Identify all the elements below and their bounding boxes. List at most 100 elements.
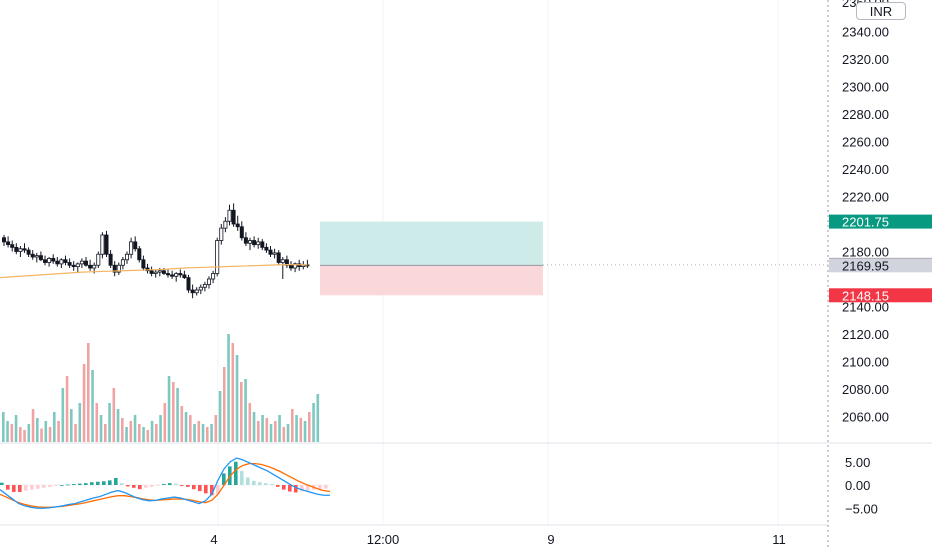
position-tool[interactable] [320,221,828,296]
volume-bar [155,424,158,442]
candle-body [235,223,240,228]
volume-bar [235,355,239,442]
candle-body [268,249,273,255]
macd-histogram-bar [60,485,64,486]
candle-body [252,240,257,246]
entry-marker-label: 2169.95 [842,258,889,273]
volume-bar [6,421,9,442]
candle-body [133,241,138,250]
candle-body [190,289,195,294]
price-tick-label: 2240.00 [842,162,889,177]
volume-bar [78,403,82,442]
price-tick-label: 2120.00 [842,327,889,342]
volume-bar [261,415,264,442]
macd-tick-label: 5.00 [845,455,870,470]
candle-body [137,248,142,261]
volume-bar [240,382,243,442]
macd-histogram-bar [24,485,28,491]
price-tick-label: 2260.00 [842,135,889,150]
time-tick-label: 9 [547,532,554,547]
macd-histogram-bar [66,484,70,486]
candle-body [182,274,187,279]
macd-tick-label: 0.00 [845,478,870,493]
volume-bar [82,364,86,442]
volume-bar [265,418,269,442]
volume-bar [201,424,205,442]
macd-histogram-bar [132,485,136,488]
volume-bar [218,391,222,442]
currency-badge[interactable]: INR [856,2,906,20]
volume-bar [65,376,69,442]
volume-bar [95,403,99,442]
volume-bar [121,418,124,442]
volume-bar [223,367,226,442]
candle-body [30,253,35,258]
macd-histogram-bar [36,485,40,489]
macd-histogram-bar [102,481,106,485]
price-tick-label: 2220.00 [842,190,889,205]
volume-bar [210,424,213,442]
volume-bar [303,421,307,442]
macd-histogram-bar [12,485,16,492]
volume-bar [163,403,167,442]
volume-bar [31,409,35,442]
macd-histogram-bar [156,485,160,486]
macd-histogram-bar [270,484,274,485]
candle-body [55,260,60,265]
volume-bar [129,421,133,442]
volume-bar [99,415,103,442]
candle-body [247,240,252,244]
candle-body [26,249,31,255]
macd-tick-label: −5.00 [845,501,878,516]
volume-bar [193,424,196,442]
volume-bar [14,415,18,442]
macd-histogram-bar [306,485,310,491]
candle-body [75,263,80,268]
candle-body [161,270,166,274]
price-axis[interactable]: 2360.002340.002320.002300.002280.002260.… [842,0,889,516]
volume-bar [180,406,184,442]
candle-body [100,234,105,255]
candle-body [174,273,179,277]
candle-body [47,257,52,263]
volume-bar [214,415,218,442]
stop-loss-marker-bg [829,288,932,303]
candle-body [284,259,289,266]
volume-bar [244,379,247,442]
macd-histogram-bar [216,485,220,495]
volume-bar [57,421,60,442]
macd-histogram-bar [246,477,250,485]
price-tick-label: 2300.00 [842,80,889,95]
macd-histogram-bar [318,485,322,490]
macd-histogram-bar [114,478,118,485]
candle-body [63,259,68,263]
entry-marker-bg [829,258,932,273]
volume-bar [299,418,303,442]
macd-histogram-bar [264,483,268,485]
time-tick-label: 12:00 [367,532,400,547]
volume-bar [291,409,294,442]
volume-bar [87,343,90,442]
candle-body [165,273,170,276]
macd-histogram-bar [192,485,196,490]
candle-body [104,234,109,255]
time-axis[interactable]: 4 12:00 9 11 [210,532,785,547]
volume-bar [316,394,320,442]
candle-body [149,270,154,274]
volume-bar [282,427,286,442]
candle-body [186,277,191,291]
macd-histogram-bar [258,482,262,485]
macd-histogram-bar [198,485,202,492]
macd-histogram-bar [222,473,226,485]
candle-body [84,260,89,266]
macd-histogram-bar [96,481,100,485]
candle-body [256,241,261,246]
volume-bar [133,415,137,442]
candle-body [18,248,23,252]
macd-histogram-bar [126,485,130,487]
candle-body [6,241,11,246]
macd-histogram-bar [240,471,244,485]
candle-body [231,209,236,225]
